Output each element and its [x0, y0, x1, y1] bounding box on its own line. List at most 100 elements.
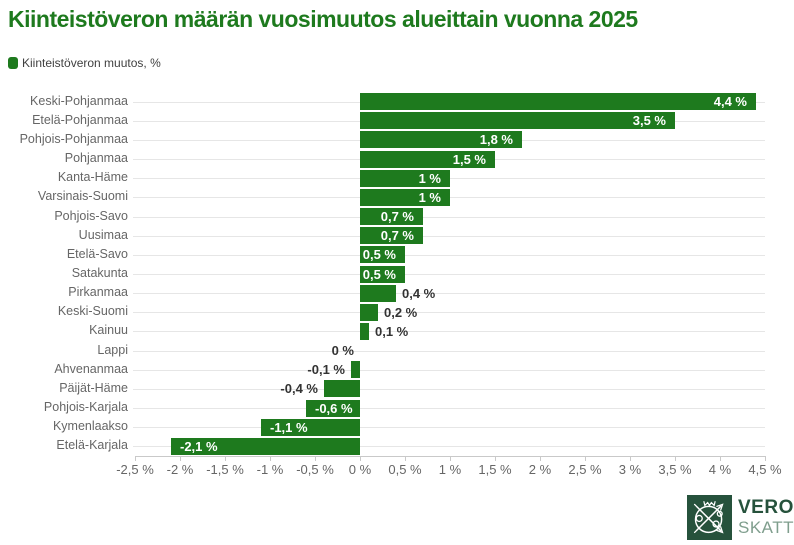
x-axis-tick	[495, 456, 496, 461]
category-gridline	[133, 408, 765, 409]
chart-bar[interactable]	[360, 246, 405, 263]
category-label: Lappi	[97, 343, 128, 357]
chart-bar[interactable]	[360, 151, 495, 168]
bar-value-label: 1 %	[418, 190, 441, 205]
bar-value-label: 0,1 %	[375, 324, 409, 339]
bar-value-label: 0,5 %	[362, 247, 396, 262]
chart-bar[interactable]	[360, 285, 396, 302]
chart-bar[interactable]	[360, 323, 369, 340]
x-axis-tick-label: 2,5 %	[568, 462, 602, 477]
bar-value-label: -1,1 %	[270, 420, 308, 435]
x-axis-tick	[405, 456, 406, 461]
category-label: Kanta-Häme	[57, 170, 128, 184]
x-axis-tick-label: 4 %	[708, 462, 732, 477]
x-axis-tick-label: 3 %	[618, 462, 642, 477]
vero-skatt-logo: VERO SKATT	[687, 495, 794, 540]
bar-value-label: 0 %	[331, 343, 354, 358]
logo-line-skatt: SKATT	[738, 518, 794, 537]
chart-bar[interactable]	[360, 170, 450, 187]
bar-value-label: 0,7 %	[380, 209, 414, 224]
bar-value-label: 3,5 %	[632, 113, 666, 128]
category-label: Etelä-Karjala	[56, 438, 128, 452]
x-axis-tick	[450, 456, 451, 461]
logo-line-vero: VERO	[738, 497, 794, 518]
vero-emblem-square	[687, 495, 732, 540]
x-axis-tick	[270, 456, 271, 461]
x-axis-tick	[585, 456, 586, 461]
chart-title: Kiinteistöveron määrän vuosimuutos aluei…	[8, 6, 638, 32]
x-axis-tick-label: -1,5 %	[206, 462, 244, 477]
category-gridline	[133, 312, 765, 313]
category-label: Pohjois-Karjala	[43, 400, 128, 414]
chart-bar[interactable]	[351, 361, 360, 378]
category-gridline	[133, 351, 765, 352]
category-label: Uusimaa	[78, 228, 128, 242]
x-axis-tick	[225, 456, 226, 461]
x-axis-tick-label: -1 %	[256, 462, 284, 477]
category-label: Keski-Pohjanmaa	[30, 94, 128, 108]
category-label: Etelä-Savo	[66, 247, 128, 261]
category-label: Pohjois-Pohjanmaa	[19, 132, 128, 146]
chart-bar[interactable]	[360, 304, 378, 321]
logo-text: VERO SKATT	[738, 497, 794, 538]
bar-value-label: 0,4 %	[402, 286, 436, 301]
chart-bar[interactable]	[360, 208, 423, 225]
x-axis-tick-label: 1,5 %	[478, 462, 512, 477]
chart-bar[interactable]	[360, 131, 522, 148]
chart-bar[interactable]	[360, 189, 450, 206]
category-label: Kymenlaakso	[52, 419, 128, 433]
category-gridline	[133, 446, 765, 447]
category-gridline	[133, 389, 765, 390]
chart-bar[interactable]	[171, 438, 360, 455]
category-label: Ahvenanmaa	[54, 362, 128, 376]
category-gridline	[133, 427, 765, 428]
x-axis-tick	[765, 456, 766, 461]
bar-value-label: 0,2 %	[384, 305, 418, 320]
bar-value-label: -0,6 %	[315, 401, 353, 416]
bar-value-label: 1,5 %	[452, 152, 486, 167]
x-axis-tick-label: -0,5 %	[296, 462, 334, 477]
category-label: Pohjanmaa	[64, 151, 128, 165]
chart-bar[interactable]	[306, 400, 360, 417]
chart-bar[interactable]	[360, 266, 405, 283]
bar-value-label: 0,5 %	[362, 267, 396, 282]
chart-bar[interactable]	[360, 93, 756, 110]
category-label: Etelä-Pohjanmaa	[32, 113, 128, 127]
bar-value-label: 0,7 %	[380, 228, 414, 243]
x-axis-tick	[360, 456, 361, 461]
chart-bar[interactable]	[324, 380, 360, 397]
category-label: Pirkanmaa	[68, 285, 128, 299]
chart-bar[interactable]	[360, 112, 675, 129]
category-label: Satakunta	[71, 266, 128, 280]
x-axis-tick	[540, 456, 541, 461]
crossed-arrows-crown-emblem-icon	[693, 501, 724, 534]
bar-value-label: 1,8 %	[479, 132, 513, 147]
x-axis-tick-label: -2 %	[166, 462, 194, 477]
chart-bar[interactable]	[261, 419, 360, 436]
chart-bar[interactable]	[360, 227, 423, 244]
x-axis-tick-label: 0 %	[348, 462, 372, 477]
category-label: Päijät-Häme	[59, 381, 128, 395]
category-label: Keski-Suomi	[57, 304, 128, 318]
category-gridline	[133, 274, 765, 275]
x-axis-tick	[720, 456, 721, 461]
x-axis-tick	[630, 456, 631, 461]
category-gridline	[133, 331, 765, 332]
bar-value-label: -0,1 %	[307, 362, 345, 377]
x-axis-tick	[135, 456, 136, 461]
category-label: Pohjois-Savo	[54, 209, 128, 223]
category-gridline	[133, 255, 765, 256]
x-axis-tick-label: -2,5 %	[116, 462, 154, 477]
bar-value-label: -2,1 %	[180, 439, 218, 454]
bar-value-label: -0,4 %	[280, 381, 318, 396]
x-axis-tick	[675, 456, 676, 461]
x-axis-tick	[315, 456, 316, 461]
legend-swatch-icon	[8, 57, 18, 69]
x-axis-tick-label: 4,5 %	[748, 462, 782, 477]
category-gridline	[133, 236, 765, 237]
x-axis-tick-label: 2 %	[528, 462, 552, 477]
category-gridline	[133, 293, 765, 294]
category-gridline	[133, 217, 765, 218]
legend-item[interactable]: Kiinteistöveron muutos, %	[8, 56, 161, 70]
